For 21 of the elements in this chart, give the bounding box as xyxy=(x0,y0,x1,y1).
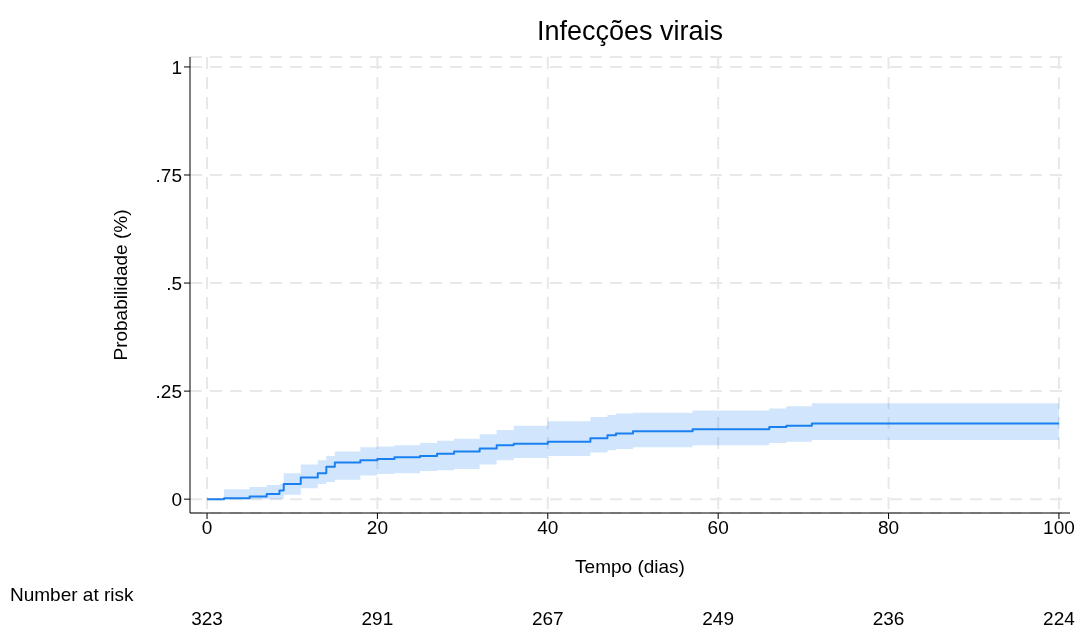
text: 249 xyxy=(701,608,735,630)
text: 267 xyxy=(530,608,565,630)
text: 323 xyxy=(190,608,224,630)
text: 291 xyxy=(360,608,395,630)
x-tick-label: 80 xyxy=(877,517,900,539)
y-tick-label: .75 xyxy=(155,164,182,186)
y-axis-title: Probabilidade (%) xyxy=(109,209,131,361)
x-tick-label: 60 xyxy=(707,517,729,539)
y-tick-label: .25 xyxy=(155,380,182,402)
y-tick-label: 0 xyxy=(171,488,182,510)
x-tick-label: 100 xyxy=(1043,517,1075,539)
x-tick-label: 0 xyxy=(201,517,213,539)
y-tick-label: 1 xyxy=(171,56,182,78)
text: 224 xyxy=(1042,608,1076,630)
chart-title: Infecções virais xyxy=(535,16,725,47)
text: Number at risk xyxy=(10,584,134,606)
x-tick-label: 20 xyxy=(366,517,388,539)
x-tick-label: 40 xyxy=(537,517,559,539)
x-axis-title: Tempo (dias) xyxy=(575,556,685,577)
text: 236 xyxy=(871,608,906,630)
y-tick-label: .5 xyxy=(166,272,182,294)
